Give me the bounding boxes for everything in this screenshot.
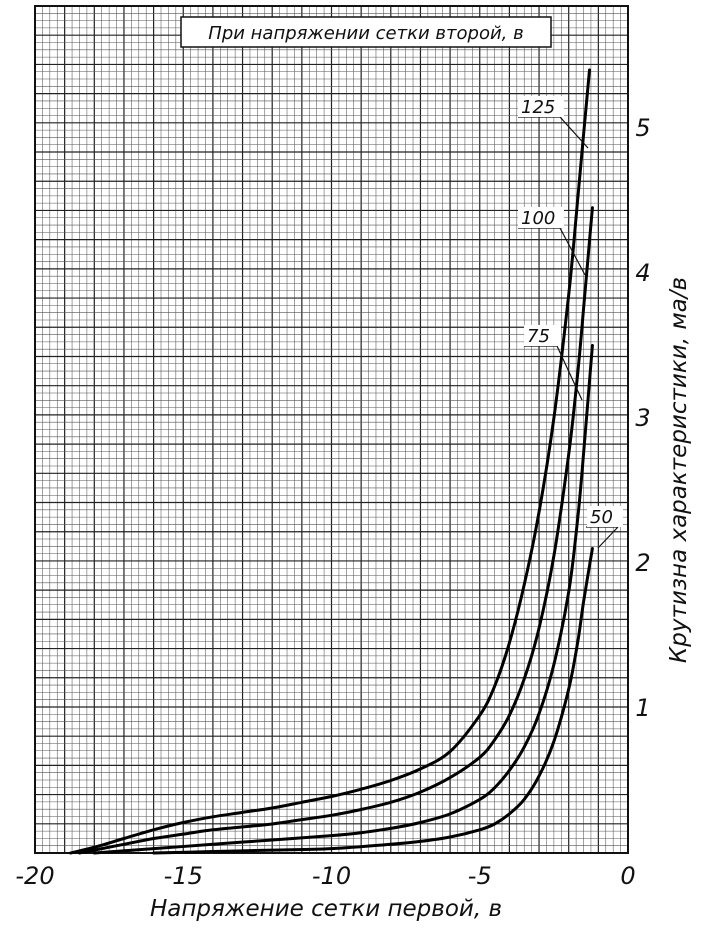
series-label-leader: [556, 345, 583, 401]
series-label-bg: [518, 96, 564, 117]
x-tick-label: -10: [312, 862, 351, 890]
x-tick-labels: -20 -15 -10 -5 0: [15, 862, 635, 890]
series-line-50: [152, 547, 594, 855]
series-label-50: 50: [590, 507, 613, 528]
series-label-100: 100: [521, 208, 555, 229]
series-label-bg: [518, 207, 564, 228]
legend-title-box: [180, 16, 552, 48]
series-label-leader: [559, 227, 586, 276]
series-line-125: [69, 68, 591, 855]
series-label-125: 125: [521, 97, 555, 118]
chart-title: При напряжении сетки второй, в: [208, 23, 523, 44]
series-label-75: 75: [527, 326, 550, 347]
y-tick-label: 5: [635, 114, 650, 142]
x-tick-label: -15: [164, 862, 203, 890]
y-tick-label: 4: [635, 259, 650, 287]
series-line-100: [78, 206, 594, 855]
x-tick-label: -20: [15, 862, 54, 890]
y-tick-label: 2: [635, 549, 650, 577]
x-tick-label: -5: [468, 862, 492, 890]
series-line-75: [92, 344, 594, 855]
y-axis-title: Крутизна характеристики, ма/в: [666, 277, 692, 663]
x-axis-title: Напряжение сетки первой, в: [150, 896, 502, 922]
y-tick-label: 1: [635, 694, 650, 722]
series-label-leader: [559, 116, 589, 149]
series-label-bg: [524, 325, 561, 346]
plot-frame: [34, 5, 629, 854]
y-tick-label: 3: [635, 404, 650, 432]
series-labels: 125 100 75 50: [518, 96, 623, 528]
x-tick-label: 0: [620, 862, 635, 890]
y-tick-labels: 1 2 3 4 5: [635, 114, 650, 722]
series-label-bg: [587, 506, 623, 527]
grid: [34, 5, 629, 854]
series-label-leader: [597, 526, 619, 549]
series-curves: [69, 68, 594, 855]
